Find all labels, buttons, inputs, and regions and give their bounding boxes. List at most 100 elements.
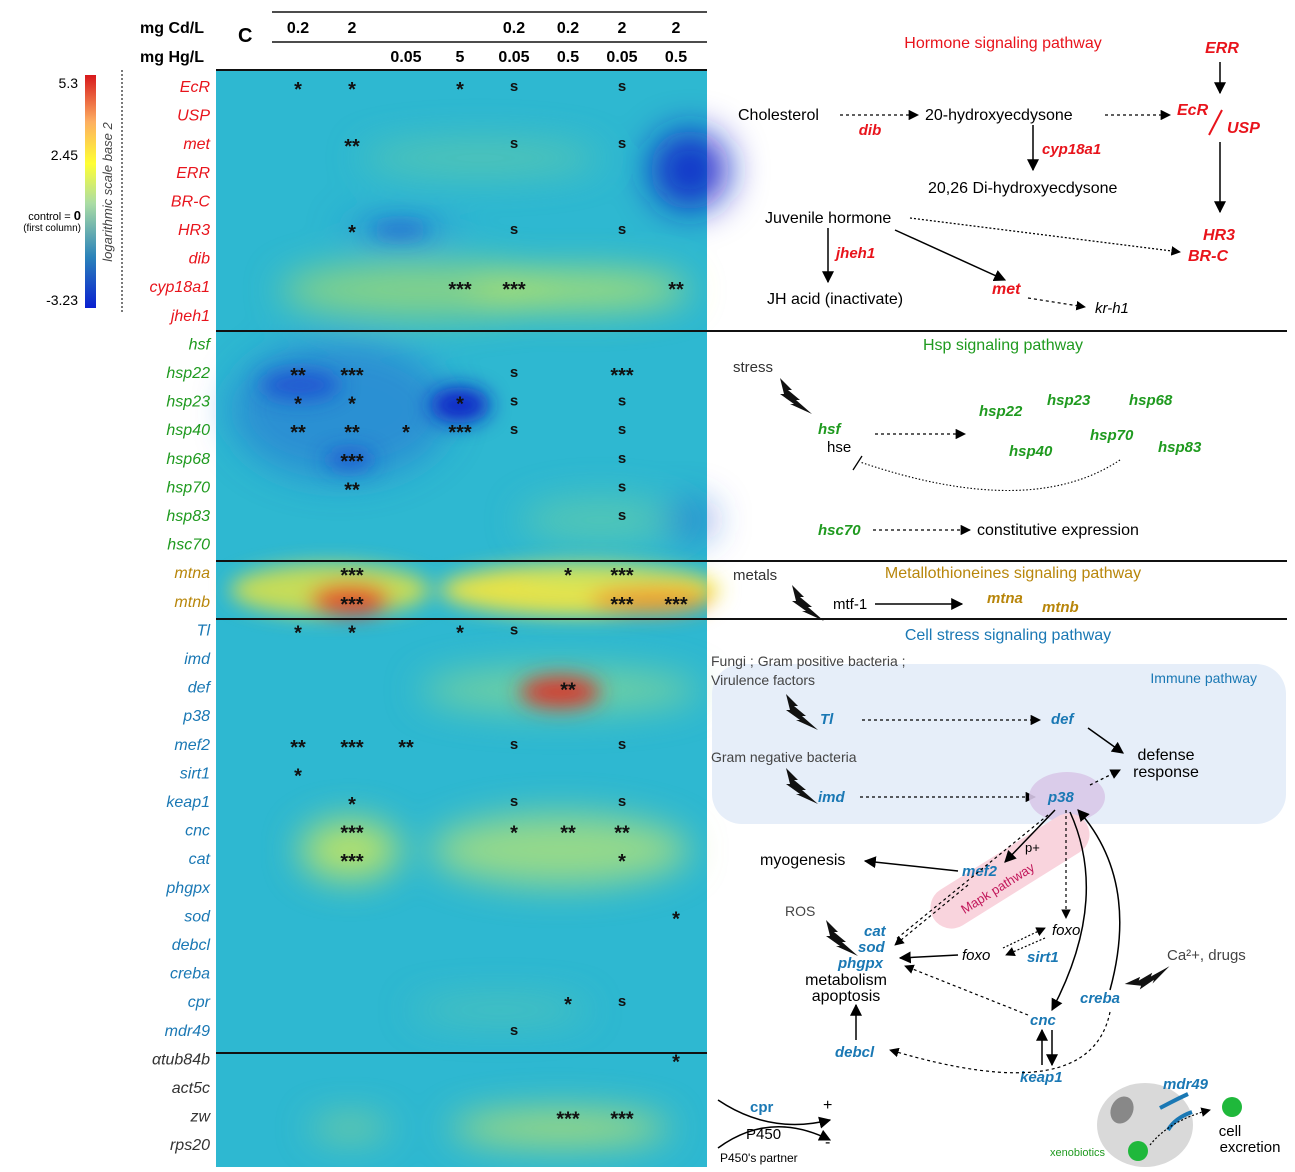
node-metals: metals: [733, 567, 777, 584]
sig-s-mark: s: [618, 450, 626, 467]
significance-marks: * * * s s** s s* s s*** *** **** *** s **** * * s s** ** * *…: [290, 78, 688, 1131]
node-metabolism: metabolism: [805, 972, 887, 989]
cd-row-label: mg Cd/L: [140, 20, 204, 37]
node-cholesterol: Cholesterol: [738, 107, 819, 124]
gene-label: def: [188, 680, 212, 697]
sig-star-mark: **: [614, 823, 630, 845]
panel-label: C: [238, 25, 252, 47]
edge-foxo-foxo-b: [1005, 937, 1046, 956]
gene-label: phgpx: [165, 880, 211, 897]
node-met: met: [992, 281, 1021, 298]
sig-star-mark: *: [348, 394, 356, 416]
sig-s-mark: s: [618, 793, 626, 810]
cpr-p450-cross-b: [717, 1126, 832, 1149]
node-mdr49: mdr49: [1163, 1076, 1209, 1093]
gene-label: hsc70: [167, 537, 210, 554]
sig-star-mark: **: [398, 737, 414, 759]
node-stress: stress: [733, 359, 773, 376]
gene-label: hsp22: [166, 365, 210, 382]
node-pplus: p+: [1025, 840, 1040, 855]
sig-star-mark: *: [672, 1051, 680, 1073]
cd-value: 0.2: [557, 20, 579, 37]
metal-pathway-title: Metallothioneines signaling pathway: [885, 565, 1141, 582]
node-dihydroxy: 20,26 Di-hydroxyecdysone: [928, 180, 1118, 197]
gene-label: mdr49: [165, 1023, 210, 1040]
node-dib: dib: [859, 122, 882, 139]
sig-s-mark: s: [510, 421, 518, 438]
sig-star-mark: *: [402, 422, 410, 444]
node-hydroxyecdysone: 20-hydroxyecdysone: [925, 107, 1073, 124]
node-p38: p38: [1047, 789, 1075, 806]
sig-star-mark: **: [668, 279, 684, 301]
node-minus: -: [825, 1134, 830, 1151]
cd-value: 2: [348, 20, 357, 37]
node-brc: BR-C: [1188, 248, 1228, 265]
edge-p38-cat: [894, 814, 1049, 941]
sig-s-mark: s: [510, 736, 518, 753]
hg-value: 0.05: [390, 49, 421, 66]
gene-label: cpr: [188, 994, 211, 1011]
node-juvenile: Juvenile hormone: [765, 210, 891, 227]
node-creba: creba: [1080, 990, 1120, 1007]
node-def: def: [1051, 711, 1076, 728]
cd-value: 0.2: [287, 20, 309, 37]
gene-label: sirt1: [180, 765, 210, 782]
node-p450-partner: P450's partner: [720, 1151, 798, 1165]
sig-star-mark: *: [510, 823, 518, 845]
sig-s-mark: s: [510, 135, 518, 152]
sig-star-mark: *: [348, 794, 356, 816]
hg-values: 0.05 5 0.05 0.5 0.05 0.5: [390, 49, 687, 66]
colorbar-title: logarithmic scale base 2: [100, 122, 115, 262]
sig-star-mark: ***: [340, 565, 364, 587]
gene-label: mtnb: [174, 594, 210, 611]
gene-labels: EcR USP met ERR BR-C HR3 dib cyp18a1 jheh1 hsf hsp…: [150, 79, 212, 1154]
cpr-p450-cross-a: [717, 1099, 832, 1129]
node-defense-line1: defense: [1138, 747, 1195, 764]
edge-mef2-myogenesis: [863, 856, 959, 872]
gene-label: met: [183, 136, 210, 153]
sig-star-mark: ***: [448, 422, 472, 444]
gene-label: Tl: [197, 622, 211, 639]
gene-label: mtna: [174, 565, 210, 582]
sig-star-mark: *: [348, 222, 356, 244]
sig-star-mark: **: [344, 479, 360, 501]
node-gram-negative: Gram negative bacteria: [711, 749, 857, 765]
gene-label: sod: [184, 908, 211, 925]
node-foxo-left: foxo: [962, 947, 990, 964]
colorbar: 5.3 2.45 -3.23 control = 0 (first column…: [23, 70, 123, 312]
sig-s-mark: s: [618, 421, 626, 438]
sig-star-mark: *: [456, 79, 464, 101]
node-fungi-line2: Virulence factors: [711, 672, 815, 688]
mapk-pathway-band: [930, 813, 1090, 929]
cell-stress-pathway: Cell stress signaling pathway Immune pat…: [711, 627, 1286, 1167]
gene-label: hsp23: [166, 394, 210, 411]
edge-def-defense: [1087, 727, 1124, 754]
cd-value: 2: [618, 20, 627, 37]
svg-text:control = 0: control = 0: [28, 208, 81, 223]
gene-label: mef2: [174, 737, 210, 754]
lightning-icon: [786, 694, 818, 730]
sig-s-mark: s: [618, 78, 626, 95]
xenobiotic-inside: [1128, 1141, 1148, 1161]
inhibition-bar: [852, 455, 863, 471]
metal-pathway: Metallothioneines signaling pathway meta…: [733, 565, 1141, 621]
colorbar-mid: 2.45: [51, 147, 78, 163]
immune-pathway-box: [712, 664, 1286, 824]
hg-value: 0.05: [606, 49, 637, 66]
gene-label: hsf: [189, 336, 212, 353]
immune-pathway-title: Immune pathway: [1150, 670, 1257, 686]
node-xenobiotics: xenobiotics: [1050, 1147, 1106, 1159]
node-phgpx: phgpx: [837, 955, 884, 972]
sig-star-mark: *: [294, 394, 302, 416]
cd-values: 0.2 2 0.2 0.2 2 2: [287, 20, 681, 37]
node-jheh1: jheh1: [834, 245, 875, 262]
node-p450: P450: [746, 1126, 781, 1143]
sig-star-mark: *: [456, 394, 464, 416]
hsp-pathway: Hsp signaling pathway stress hsf hse hsp…: [733, 337, 1202, 539]
gene-label: USP: [177, 108, 210, 125]
gene-label: cat: [189, 851, 211, 868]
edge-xeno-excretion: [1149, 1107, 1211, 1146]
edge-mef2-cat: [894, 884, 969, 946]
cell-pathway-title: Cell stress signaling pathway: [905, 627, 1111, 644]
gene-label: jheh1: [169, 308, 210, 325]
